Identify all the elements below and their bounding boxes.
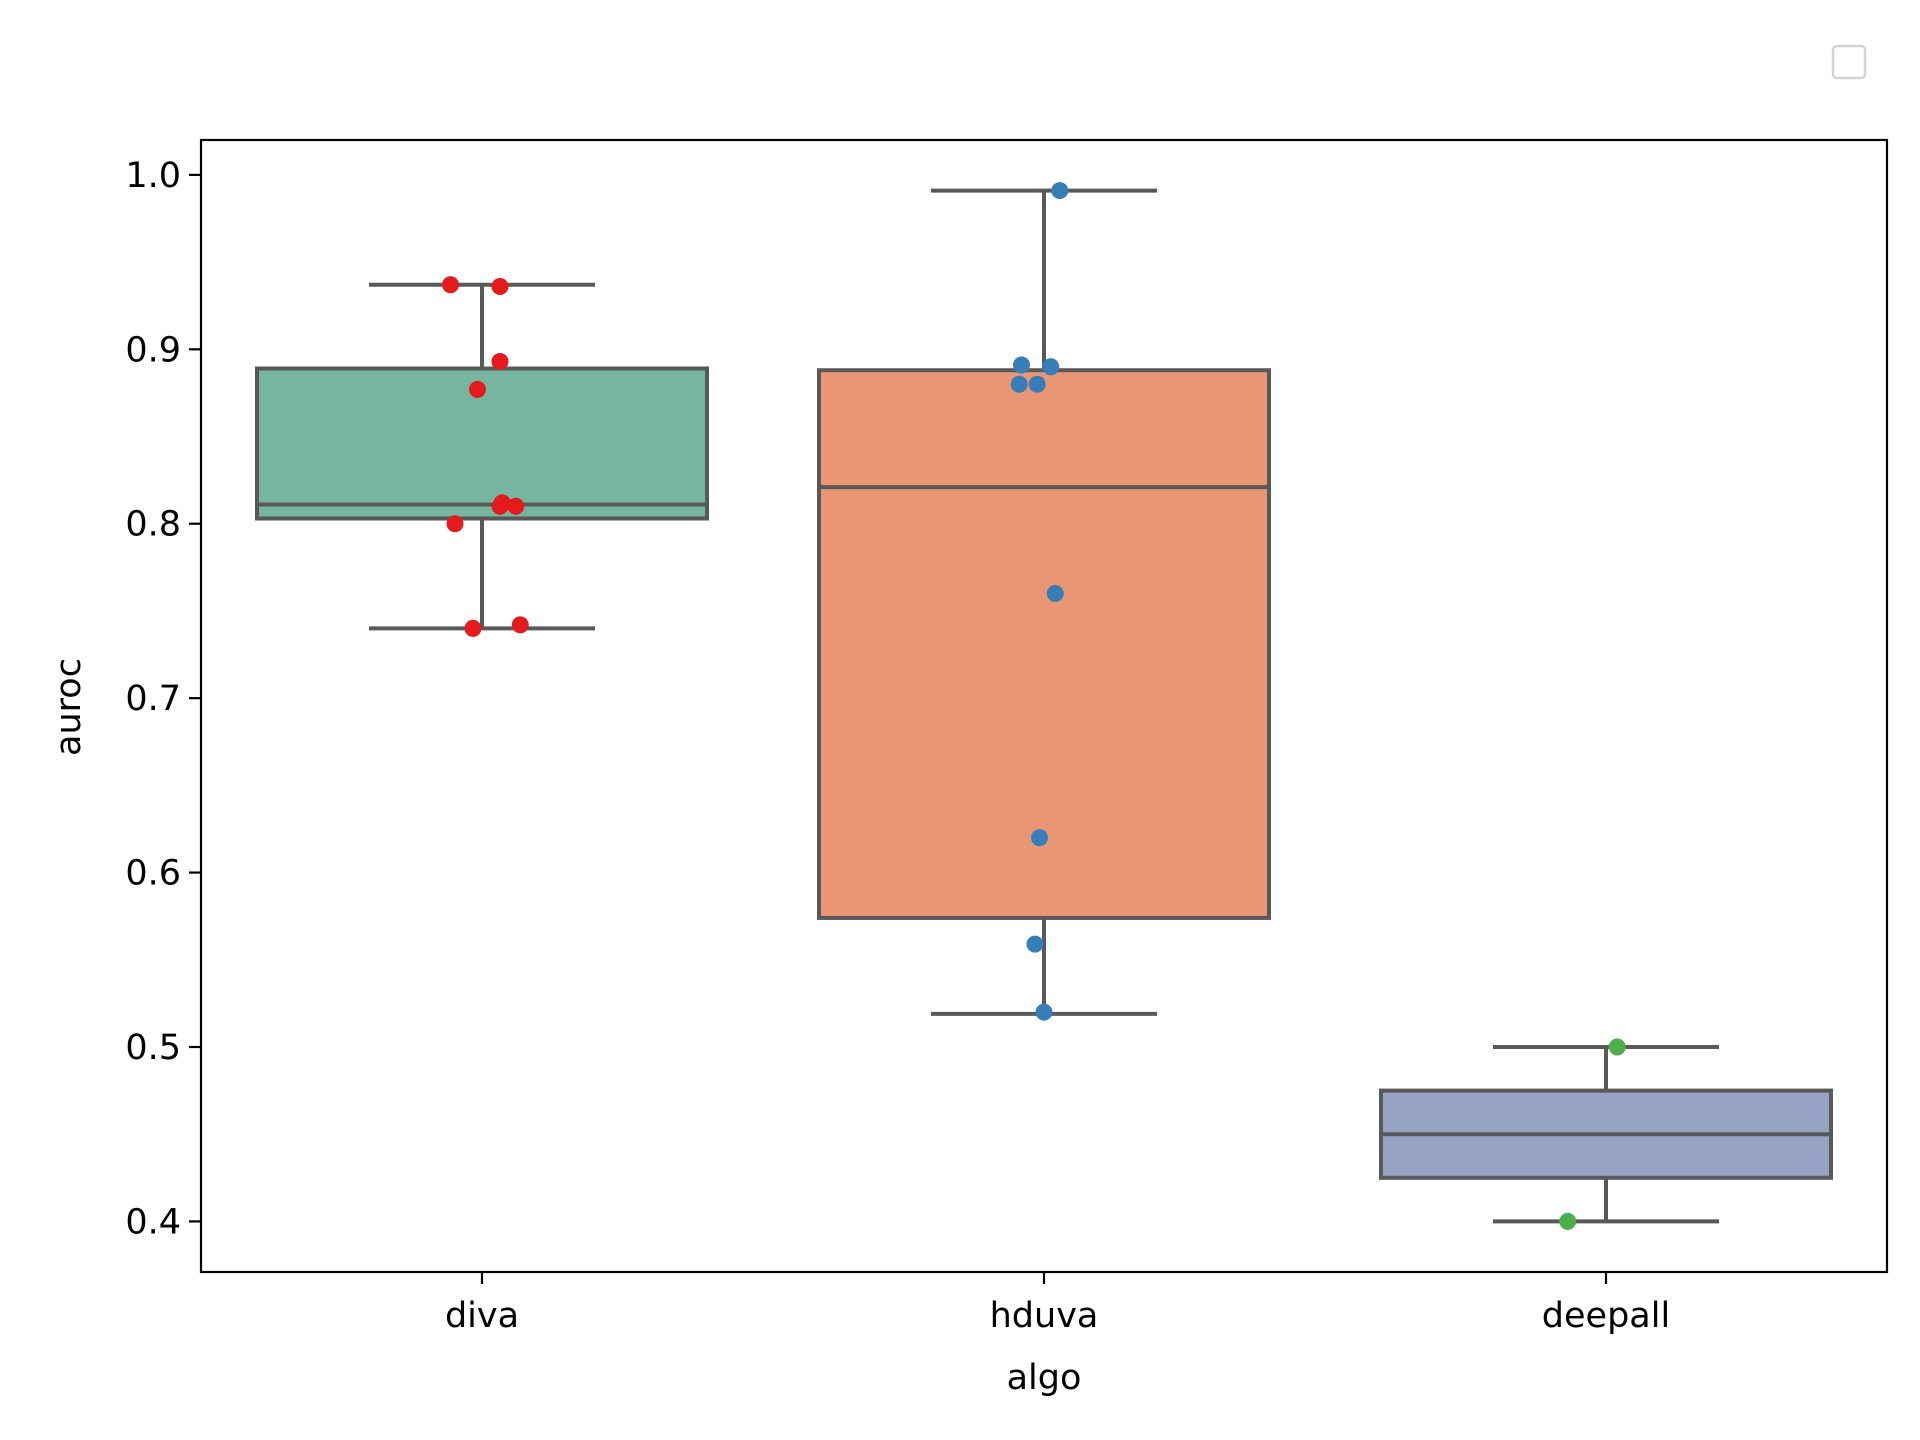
- data-point: [442, 276, 459, 294]
- data-point: [1013, 356, 1030, 374]
- data-point: [511, 616, 529, 634]
- y-tick-label: 0.8: [125, 505, 181, 545]
- data-point: [446, 515, 464, 533]
- points-diva: [442, 276, 529, 637]
- points-layer: [442, 182, 1626, 1230]
- axes-layer: diva hduva deepall 0.4 0.5 0.6 0.7 0.8 0.9 1.0: [125, 156, 1670, 1336]
- boxes-layer: [255, 188, 1833, 1224]
- data-point: [1026, 935, 1044, 953]
- data-point: [1035, 1003, 1053, 1021]
- box-hduva: [817, 188, 1271, 1016]
- data-point: [507, 497, 525, 515]
- points-hduva: [1010, 182, 1069, 1021]
- box-body: [817, 368, 1271, 920]
- data-point: [491, 278, 509, 296]
- x-axis-label: algo: [1007, 1358, 1082, 1398]
- data-point: [491, 353, 509, 371]
- data-point: [464, 619, 482, 637]
- data-point: [1028, 375, 1046, 393]
- data-point: [1559, 1212, 1577, 1230]
- data-point: [1010, 375, 1028, 393]
- y-tick-label: 0.9: [125, 330, 181, 370]
- y-axis-label: auroc: [49, 658, 89, 756]
- data-point: [469, 380, 486, 398]
- y-tick-label: 0.7: [125, 679, 181, 719]
- data-point: [1608, 1038, 1626, 1056]
- plot-frame: [199, 138, 1889, 1274]
- x-tick-label: deepall: [1542, 1296, 1670, 1336]
- data-point: [1051, 182, 1069, 200]
- y-tick-label: 0.5: [125, 1028, 181, 1068]
- data-point: [1042, 358, 1060, 376]
- y-tick-label: 1.0: [125, 156, 181, 196]
- x-tick-label: diva: [445, 1296, 519, 1336]
- legend-box: [1831, 44, 1867, 80]
- data-point: [1031, 829, 1048, 847]
- y-tick-label: 0.6: [125, 854, 181, 894]
- y-tick-label: 0.4: [125, 1202, 181, 1242]
- box-diva: [255, 282, 709, 631]
- data-point: [491, 497, 509, 515]
- box-deepall: [1379, 1044, 1833, 1224]
- points-deepall: [1559, 1038, 1626, 1230]
- x-tick-label: hduva: [990, 1296, 1099, 1336]
- data-point: [1046, 584, 1064, 602]
